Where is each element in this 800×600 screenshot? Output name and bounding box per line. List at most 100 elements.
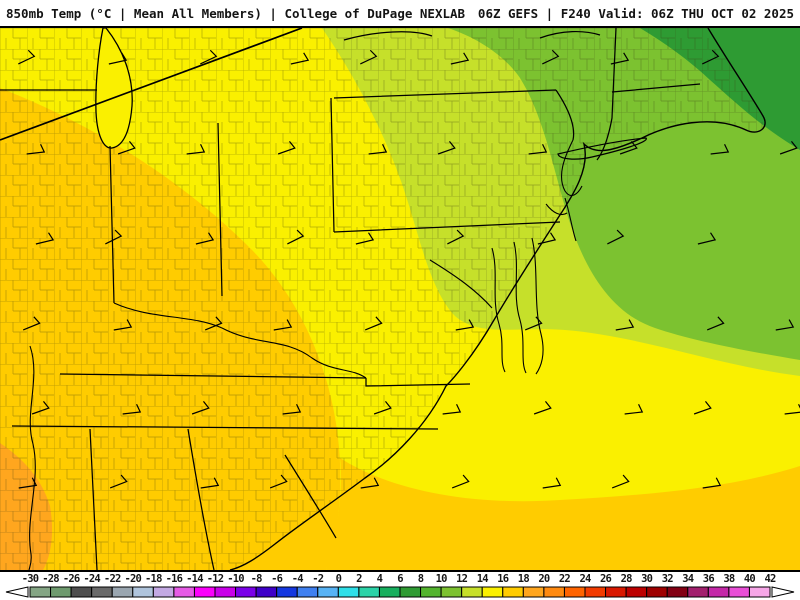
wind-barb: [455, 319, 475, 331]
colorbar-swatch: [728, 586, 750, 598]
colorbar-tick-label: -2: [312, 573, 324, 585]
colorbar-swatch: [646, 586, 668, 598]
wind-barb: [360, 49, 378, 65]
wind-barb: [290, 52, 310, 65]
colorbar-swatch: [255, 586, 278, 598]
colorbar-tick-label: 6: [397, 573, 403, 585]
wind-barb: [35, 232, 55, 245]
colorbar-swatch: [399, 586, 422, 598]
wind-barb: [368, 143, 388, 155]
colorbar-tick-label: -18: [145, 573, 162, 585]
wind-barb: [624, 403, 644, 415]
product-title: 850mb Temp (°C | Mean All Members) | Col…: [6, 5, 466, 21]
wind-barb: [18, 49, 36, 65]
colorbar-tick-label: -10: [227, 573, 244, 585]
wind-barb: [524, 316, 543, 331]
colorbar-swatch: [29, 586, 52, 598]
colorbar-swatch: [543, 586, 565, 598]
wind-barb: [710, 143, 730, 155]
wind-barb: [117, 141, 136, 155]
colorbar-tick-label: 26: [600, 573, 612, 585]
wind-barb: [186, 143, 206, 155]
wind-barb: [18, 477, 38, 489]
colorbar-tick-label: 0: [335, 573, 342, 585]
wind-barb: [200, 477, 220, 489]
wind-barb: [537, 232, 557, 245]
colorbar-swatch: [214, 586, 237, 598]
colorbar-swatch: [625, 586, 648, 598]
wind-barb: [528, 143, 548, 155]
wind-barb: [437, 141, 456, 155]
colorbar-swatch: [235, 586, 257, 598]
colorbar-swatch: [605, 586, 627, 598]
colorbar-swatch: [522, 586, 545, 598]
colorbar-swatch: [440, 586, 463, 598]
wind-barb: [373, 401, 392, 415]
colorbar-tick-label: -26: [62, 573, 80, 585]
wind-barb: [109, 474, 128, 489]
colorbar-tick-label: -8: [250, 573, 263, 585]
wind-barb: [282, 403, 302, 415]
wind-barb: [364, 316, 383, 331]
colorbar-tick-label: 18: [517, 573, 530, 585]
wind-barb: [442, 403, 462, 415]
colorbar-tick-label: 30: [641, 573, 653, 585]
colorbar-swatch: [748, 586, 771, 598]
wind-barb: [122, 403, 142, 415]
colorbar-left-arrow: [5, 586, 29, 598]
long-island-outline: [557, 137, 647, 160]
colorbar-tick-label: 28: [620, 573, 633, 585]
weather-map: [0, 26, 800, 572]
wind-barb: [105, 229, 123, 245]
colorbar-swatch: [358, 586, 380, 598]
colorbar-swatch: [91, 586, 113, 598]
colorbar-swatch: [481, 586, 504, 598]
colorbar-tick-label: 12: [456, 573, 468, 585]
colorbar-tick-label: -30: [21, 573, 39, 585]
wind-barb: [450, 52, 470, 65]
map-overlay-line: [0, 28, 303, 141]
colorbar-swatch: [337, 586, 360, 598]
wind-barb: [195, 232, 215, 245]
colorbar-tick-label: 38: [723, 573, 735, 585]
lake-ontario-shore: [539, 31, 601, 39]
wind-barb: [775, 319, 795, 331]
colorbar: [5, 586, 795, 598]
colorbar-swatch: [461, 586, 483, 598]
wind-barb: [287, 229, 305, 245]
colorbar-swatch: [563, 586, 586, 598]
wind-barb: [611, 474, 630, 489]
model-valid-time: 06Z GEFS | F240 Valid: 06Z THU OCT 02 20…: [477, 5, 794, 21]
colorbar-tick-label: -6: [271, 573, 283, 585]
wind-barb: [277, 141, 296, 155]
colorbar-swatch: [502, 586, 524, 598]
colorbar-tick-label: -28: [42, 573, 59, 585]
colorbar-tick-label: 32: [661, 573, 674, 585]
state-borders: [0, 28, 701, 570]
wind-barb: [542, 477, 562, 489]
colorbar-swatch: [173, 586, 195, 598]
wind-barb: [113, 319, 133, 331]
colorbar-tick-label: 20: [538, 573, 550, 585]
wind-barb: [360, 477, 380, 489]
colorbar-tick-label: 4: [376, 573, 383, 585]
wind-barb: [204, 316, 223, 331]
colorbar-swatch: [317, 586, 339, 598]
colorbar-tick-label: -20: [124, 573, 142, 585]
colorbar-right-arrow: [771, 586, 795, 598]
colorbar-swatch: [584, 586, 607, 598]
colorbar-tick-label: 2: [356, 573, 362, 585]
colorbar-swatch: [132, 586, 154, 598]
title-bar: 850mb Temp (°C | Mean All Members) | Col…: [0, 0, 800, 26]
colorbar-tick-label: 40: [743, 573, 756, 585]
colorbar-tick-label: -14: [186, 573, 203, 585]
wind-barb: [702, 49, 720, 65]
wind-barb: [615, 319, 635, 331]
lake-michigan: [95, 28, 133, 149]
colorbar-tick-label: 14: [476, 573, 489, 585]
lake-erie-shore: [343, 31, 433, 41]
wind-barb: [191, 401, 210, 415]
wind-barb: [108, 52, 128, 65]
colorbar-tick-label: -16: [165, 573, 183, 585]
wind-barb: [447, 229, 465, 245]
